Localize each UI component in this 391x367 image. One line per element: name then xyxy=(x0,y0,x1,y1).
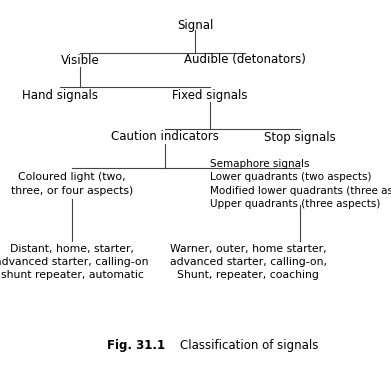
Text: Fig. 31.1: Fig. 31.1 xyxy=(107,338,165,352)
Text: Coloured light (two,
three, or four aspects): Coloured light (two, three, or four aspe… xyxy=(11,172,133,196)
Text: Warner, outer, home starter,
advanced starter, calling-on,
Shunt, repeater, coac: Warner, outer, home starter, advanced st… xyxy=(170,244,326,280)
Text: Semaphore signals
Lower quadrants (two aspects)
Modified lower quadrants (three : Semaphore signals Lower quadrants (two a… xyxy=(210,159,391,209)
Text: Fixed signals: Fixed signals xyxy=(172,88,248,102)
Text: Stop signals: Stop signals xyxy=(264,131,336,143)
Text: Classification of signals: Classification of signals xyxy=(165,338,318,352)
Text: Visible: Visible xyxy=(61,54,99,66)
Text: Distant, home, starter,
advanced starter, calling-on
shunt repeater, automatic: Distant, home, starter, advanced starter… xyxy=(0,244,149,280)
Text: Audible (detonators): Audible (detonators) xyxy=(184,54,306,66)
Text: Caution indicators: Caution indicators xyxy=(111,131,219,143)
Text: Hand signals: Hand signals xyxy=(22,88,98,102)
Text: Signal: Signal xyxy=(177,18,213,32)
